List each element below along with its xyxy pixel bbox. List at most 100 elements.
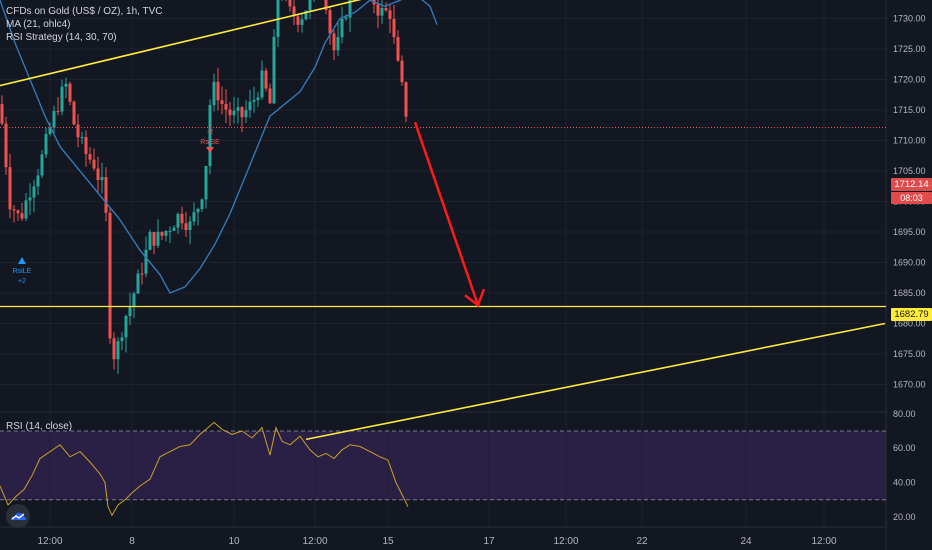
time-tick-label: 10 <box>228 536 240 547</box>
price-tick-label: 1725.00 <box>893 44 926 54</box>
candle-body <box>132 293 136 307</box>
candle-body <box>396 37 400 61</box>
candle-body <box>36 175 40 187</box>
price-tick-label: 1695.00 <box>893 227 926 237</box>
candle-body <box>140 273 144 275</box>
rsi-line <box>0 421 409 517</box>
legend-rsi-label[interactable]: RSI (14, close) <box>6 421 73 432</box>
rsi-tick-label: 80.00 <box>893 409 916 419</box>
legend-strategy[interactable]: RSI Strategy (14, 30, 70) <box>6 32 117 43</box>
time-axis[interactable]: 12:00 8 10 12:00 15 17 12:00 22 24 12:00 <box>37 536 836 547</box>
grid <box>0 0 886 527</box>
long-entry-arrow-icon <box>18 257 26 264</box>
candle-body <box>388 10 392 19</box>
candle-body <box>136 273 140 294</box>
candle-body <box>8 167 12 210</box>
price-tick-label: 1705.00 <box>893 166 926 176</box>
time-tick-label: 22 <box>636 536 648 547</box>
candle-body <box>64 83 68 87</box>
arrow-shaft <box>413 121 480 306</box>
candle-body <box>392 18 396 38</box>
candle-body <box>248 101 252 111</box>
candle-body <box>104 177 108 213</box>
trendline[interactable] <box>0 0 536 87</box>
candle-body <box>76 124 80 138</box>
rsi-axis[interactable]: 20.00 40.00 60.00 80.00 <box>893 409 916 522</box>
candle-body <box>252 100 256 102</box>
candle-body <box>0 103 4 124</box>
tradingview-logo[interactable] <box>6 504 30 528</box>
legend-symbol[interactable]: CFDs on Gold (US$ / OZ), 1h, TVC <box>6 6 163 17</box>
candle-body <box>108 212 112 339</box>
trendline[interactable] <box>305 322 886 441</box>
trendlines[interactable] <box>0 0 886 441</box>
candle-body <box>180 213 184 224</box>
price-tick-label: 1675.00 <box>893 349 926 359</box>
candle-body <box>212 81 216 106</box>
bar-countdown-tag: 08:03 <box>891 192 932 204</box>
legend-main: CFDs on Gold (US$ / OZ), 1h, TVC MA (21,… <box>6 5 163 44</box>
short-entry-marker[interactable]: -2 RsiSE <box>200 129 220 153</box>
candle-body <box>288 0 292 7</box>
candle-body <box>88 153 92 160</box>
price-tick-label: 1710.00 <box>893 136 926 146</box>
candle-body <box>128 306 132 317</box>
candle-body <box>244 110 248 118</box>
candle-body <box>80 137 84 139</box>
short-entry-label: RsiSE <box>200 139 220 146</box>
candle-body <box>96 168 100 181</box>
candle-body <box>12 209 16 211</box>
cloud-icon <box>11 512 27 520</box>
candle-body <box>4 123 8 168</box>
long-entry-label: RsiLE <box>13 268 32 275</box>
candle-body <box>336 37 340 51</box>
candle-body <box>16 210 20 214</box>
time-tick-label: 24 <box>740 536 752 547</box>
candle-body <box>196 208 200 213</box>
rsi-tick-label: 20.00 <box>893 512 916 522</box>
candle-body <box>348 0 352 18</box>
candle-body <box>28 197 32 201</box>
candle-body <box>48 127 52 135</box>
candle-body <box>20 213 24 219</box>
horizontal-level-tag: 1682.79 <box>891 308 932 321</box>
candle-body <box>112 338 116 360</box>
candle-body <box>72 101 76 125</box>
candle-body <box>216 81 220 101</box>
price-tick-label: 1720.00 <box>893 75 926 85</box>
candle-body <box>84 137 88 154</box>
candle-body <box>340 18 344 38</box>
time-tick-label: 12:00 <box>37 536 62 547</box>
candle-body <box>376 4 380 16</box>
candle-body <box>92 159 96 169</box>
long-entry-qty: +2 <box>18 278 26 285</box>
legend-ma[interactable]: MA (21, ohlc4) <box>6 19 71 30</box>
time-tick-label: 12:00 <box>302 536 327 547</box>
candle-body <box>332 33 336 51</box>
candle-body <box>164 230 168 236</box>
price-tick-label: 1670.00 <box>893 380 926 390</box>
long-entry-marker[interactable]: RsiLE +2 <box>13 257 32 285</box>
price-tick-label: 1715.00 <box>893 105 926 115</box>
candle-body <box>308 0 312 11</box>
price-tick-label: 1680.00 <box>893 319 926 329</box>
time-tick-label: 17 <box>483 536 495 547</box>
price-tick-label: 1685.00 <box>893 288 926 298</box>
candle-body <box>240 107 244 118</box>
candle-body <box>184 223 188 231</box>
candle-body <box>204 166 208 200</box>
candle-body <box>52 111 56 128</box>
short-entry-qty: -2 <box>207 129 213 136</box>
candle-body <box>68 83 72 102</box>
last-price-tag: 1712.14 <box>891 178 932 191</box>
candle-body <box>148 232 152 250</box>
forecast-arrow[interactable] <box>413 121 486 308</box>
time-tick-label: 8 <box>129 536 135 547</box>
candle-body <box>264 70 268 89</box>
candles <box>0 0 408 374</box>
candle-body <box>220 100 224 104</box>
candle-body <box>144 249 148 274</box>
candle-body <box>404 82 408 117</box>
candle-body <box>24 200 28 219</box>
